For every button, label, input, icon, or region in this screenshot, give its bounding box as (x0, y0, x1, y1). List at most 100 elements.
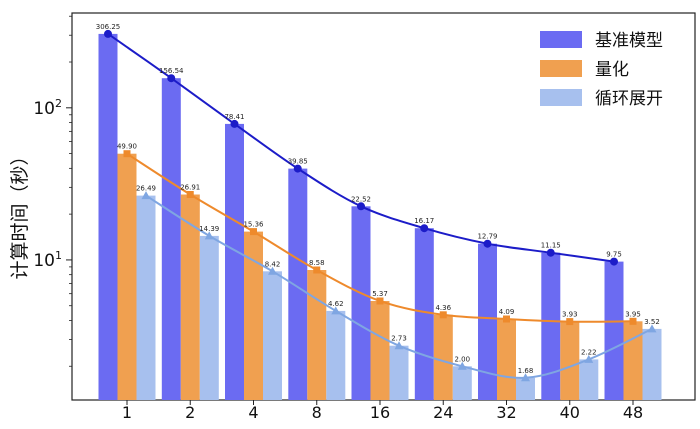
x-tick-label: 4 (248, 403, 258, 422)
legend-label-0: 基准模型 (595, 31, 663, 51)
bar-2-8 (326, 310, 346, 400)
bar-1-24 (433, 314, 453, 400)
bar-1-40 (560, 321, 580, 400)
marker-0-7 (546, 248, 555, 257)
data-label-2-7: 2.22 (581, 348, 597, 356)
data-label-2-2: 8.42 (265, 260, 281, 268)
marker-1-3 (313, 266, 321, 274)
bar-0-2 (161, 78, 181, 400)
marker-2-8 (647, 324, 657, 333)
x-tick-label: 8 (312, 403, 322, 422)
data-label-0-8: 9.75 (606, 251, 622, 259)
data-label-2-0: 26.49 (136, 185, 156, 193)
x-tick-label: 32 (496, 403, 516, 422)
legend-label-2: 循环展开 (595, 89, 663, 109)
marker-2-7 (584, 354, 594, 363)
x-tick-label: 40 (560, 403, 580, 422)
bar-2-16 (389, 345, 409, 400)
data-label-0-7: 11.15 (541, 242, 561, 250)
bar-2-24 (452, 366, 472, 400)
data-label-2-8: 3.52 (644, 318, 660, 326)
bar-0-24 (414, 228, 434, 400)
data-label-1-3: 8.58 (309, 259, 325, 267)
y-axis-ticks: 101 102 (33, 15, 72, 367)
marker-2-1 (204, 231, 214, 240)
bar-1-4 (244, 231, 263, 400)
marker-0-4 (357, 202, 365, 211)
legend-swatch-2 (540, 89, 582, 106)
data-label-1-8: 3.95 (625, 310, 641, 318)
data-label-1-5: 4.36 (435, 304, 451, 312)
bar-0-8 (288, 168, 308, 400)
data-label-0-6: 12.79 (477, 233, 497, 241)
y-tick-label: 101 (33, 249, 62, 271)
marker-1-4 (376, 297, 384, 305)
data-label-2-4: 2.73 (391, 335, 407, 343)
bars-layer (98, 33, 662, 401)
legend-swatch-0 (540, 31, 582, 48)
marker-1-5 (439, 311, 447, 319)
x-tick-label: 48 (623, 403, 643, 422)
y-tick-label: 102 (33, 97, 62, 119)
y-axis-label: 计算时间（秒） (9, 146, 31, 279)
bar-1-16 (370, 301, 390, 400)
legend-swatch-1 (540, 60, 582, 77)
marker-1-0 (123, 150, 131, 158)
x-tick-label: 1 (122, 403, 132, 422)
x-tick-label: 2 (185, 403, 195, 422)
data-label-1-0: 49.90 (117, 143, 137, 151)
marker-1-7 (566, 318, 574, 326)
bar-2-1 (136, 195, 156, 400)
data-label-1-2: 15.36 (243, 221, 264, 229)
bar-0-32 (478, 243, 497, 400)
bar-1-1 (117, 153, 137, 400)
bar-0-40 (541, 252, 561, 400)
marker-0-6 (483, 239, 492, 248)
marker-2-3 (331, 306, 341, 315)
data-label-1-1: 26.91 (180, 184, 200, 192)
bar-1-32 (497, 319, 516, 400)
data-labels-layer: 306.25 156.54 78.41 39.85 22.52 16.17 12.79 11.… (96, 23, 660, 375)
bar-1-2 (180, 194, 200, 400)
bar-2-40 (579, 359, 599, 400)
marker-1-8 (629, 317, 637, 325)
marker-2-6 (521, 373, 530, 382)
data-label-1-6: 4.09 (499, 308, 515, 316)
marker-0-1 (167, 74, 176, 83)
data-label-0-2: 78.41 (224, 113, 244, 121)
marker-2-0 (141, 191, 151, 200)
marker-0-3 (293, 164, 302, 173)
marker-0-8 (610, 257, 618, 266)
bar-2-4 (263, 271, 282, 400)
marker-0-5 (420, 224, 429, 233)
data-label-0-1: 156.54 (159, 67, 184, 75)
x-axis-ticks: 1 2 4 8 16 24 32 40 48 (122, 400, 643, 422)
data-label-2-3: 4.62 (328, 300, 344, 308)
data-label-2-1: 14.39 (199, 225, 219, 233)
data-label-0-4: 22.52 (351, 195, 371, 203)
bar-1-48 (623, 321, 643, 400)
marker-1-6 (503, 315, 510, 323)
marker-1-1 (186, 191, 194, 198)
bar-0-48 (604, 261, 624, 400)
marker-2-4 (394, 341, 404, 350)
bar-0-16 (351, 206, 371, 400)
marker-2-5 (457, 361, 467, 370)
data-label-1-7: 3.93 (562, 311, 578, 319)
marker-2-2 (268, 266, 277, 275)
data-label-0-5: 16.17 (414, 217, 434, 225)
bar-2-2 (199, 235, 219, 400)
data-label-0-3: 39.85 (288, 158, 308, 166)
lines-layer (104, 29, 657, 382)
bar-0-1 (98, 33, 118, 401)
marker-1-2 (250, 228, 257, 236)
bar-2-48 (642, 328, 662, 400)
data-label-2-5: 2.00 (454, 355, 470, 363)
x-tick-label: 24 (433, 403, 453, 422)
data-label-0-0: 306.25 (96, 23, 121, 31)
bar-0-4 (225, 123, 244, 401)
x-tick-label: 16 (370, 403, 390, 422)
bar-1-8 (307, 270, 327, 400)
